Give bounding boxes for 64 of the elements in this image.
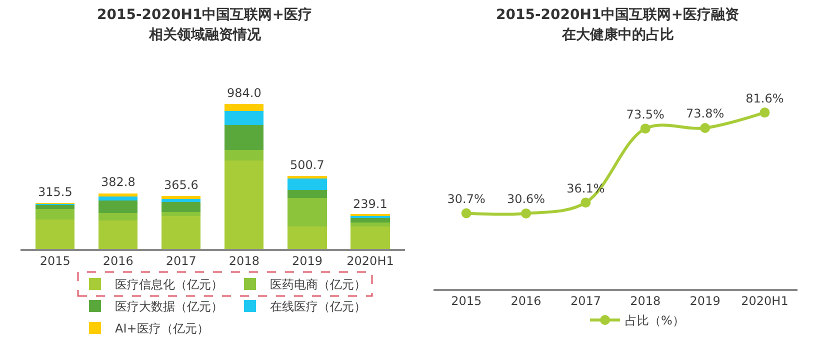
- annotation: 382.8: [101, 175, 136, 189]
- point: [700, 122, 710, 133]
- annotation: 365.6: [164, 178, 198, 192]
- data-label: 73.8%: [686, 106, 724, 121]
- x-tick-label: 2018: [228, 254, 260, 268]
- bar: [162, 198, 201, 202]
- x-tick-label: 2019: [690, 294, 720, 308]
- bar: [162, 216, 201, 250]
- annotation: 984.0: [227, 86, 262, 100]
- x-tick-label: 2015: [451, 294, 482, 308]
- annotation: 315.5: [38, 185, 72, 199]
- bar: [98, 220, 138, 250]
- x-tick-label: 2020H1: [346, 254, 394, 268]
- bar: [350, 218, 390, 222]
- legend-label: AI+医疗（亿元）: [115, 322, 209, 336]
- bar: [36, 220, 75, 250]
- bar: [162, 212, 201, 216]
- bar: [350, 226, 390, 250]
- legend-label: 医疗大数据（亿元）: [115, 300, 223, 314]
- x-tick-label: 2019: [292, 254, 322, 268]
- legend-label: 医疗信息化（亿元）: [115, 278, 223, 292]
- data-label: 73.5%: [626, 107, 664, 122]
- point: [760, 108, 770, 118]
- chart-title: 2015-2020H1中国互联网+医疗: [97, 6, 312, 23]
- bar: [224, 111, 264, 126]
- data-label: 81.6%: [746, 91, 784, 106]
- x-tick-label: 2017: [570, 294, 601, 308]
- legend-label: 医药电商（亿元）: [270, 278, 366, 292]
- bar: [288, 190, 327, 198]
- bar: [224, 160, 264, 250]
- bar: [98, 212, 138, 221]
- x-tick-label: 2020H1: [741, 294, 788, 308]
- bar: [98, 193, 138, 196]
- bar: [162, 202, 201, 212]
- legend-label: 在线医疗（亿元）: [270, 300, 366, 314]
- x-tick-label: 2016: [102, 254, 134, 268]
- point: [461, 208, 472, 218]
- bar: [288, 226, 327, 250]
- point: [580, 198, 591, 208]
- bar: [288, 178, 327, 190]
- point: [640, 124, 650, 134]
- bar: [162, 196, 201, 199]
- annotation: 500.7: [290, 158, 324, 172]
- point: [521, 208, 532, 218]
- x-tick-label: 2015: [40, 254, 70, 268]
- bar: [98, 196, 138, 201]
- legend-label: 占比（%）: [625, 314, 684, 328]
- bar: [224, 104, 264, 112]
- chart-title: 2015-2020H1中国互联网+医疗融资: [496, 6, 739, 23]
- chart-subtitle: 相关领域融资情况: [148, 26, 262, 43]
- chart-subtitle: 在大健康中的占比: [561, 26, 674, 43]
- bar: [36, 209, 75, 220]
- x-tick-label: 2018: [630, 294, 661, 308]
- bar: [98, 200, 138, 213]
- bar: [350, 222, 390, 226]
- bar: [224, 125, 264, 150]
- x-tick-label: 2016: [510, 294, 542, 308]
- bar: [288, 176, 327, 178]
- annotation: 239.1: [353, 197, 388, 211]
- bar: [224, 150, 264, 161]
- data-label: 30.7%: [447, 192, 486, 206]
- data-label: 30.6%: [506, 192, 546, 206]
- bar: [288, 198, 327, 227]
- x-tick-label: 2017: [166, 254, 196, 268]
